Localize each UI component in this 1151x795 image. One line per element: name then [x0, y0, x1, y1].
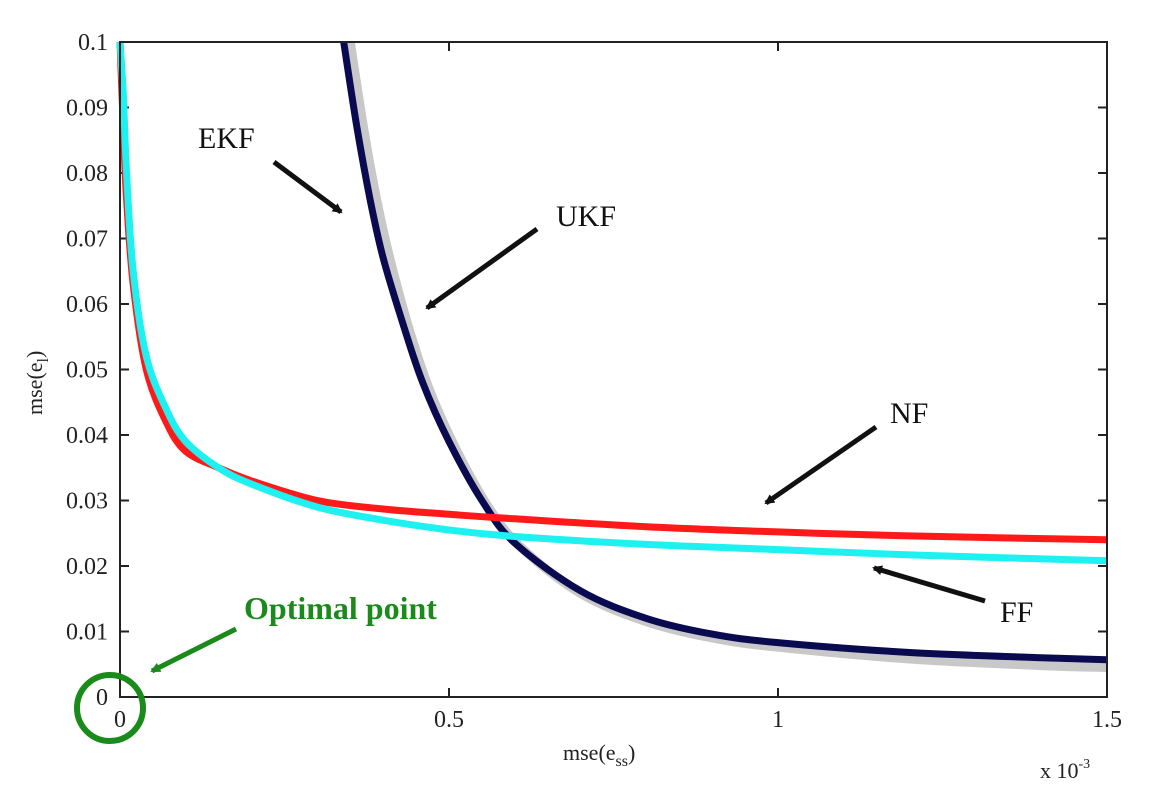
y-axis-label: mse(el) [22, 351, 52, 415]
series-layer [116, 41, 1108, 672]
y-tick-label: 0.07 [66, 227, 108, 253]
plot-frame [119, 41, 1108, 698]
y-tick-label: 0.03 [66, 489, 108, 515]
annotation-ukf-label: UKF [556, 200, 616, 233]
optimal-point-arrow [150, 626, 238, 674]
series-line-nf [116, 41, 1108, 544]
annotation-ekf-label: EKF [198, 122, 255, 155]
annotation-ekf-arrow [272, 159, 343, 215]
optimal-point-circle [74, 672, 146, 744]
annotation-ukf-arrow [425, 226, 539, 311]
y-tick-label: 0.04 [66, 423, 108, 449]
x-multiplier: x 10-3 [1040, 757, 1090, 783]
y-tick-label: 0 [96, 685, 108, 711]
series-line-ukf [345, 41, 1108, 672]
y-tick-label: 0.1 [78, 30, 108, 56]
x-tick-label: 0.5 [434, 707, 464, 733]
annotation-ff-arrow [872, 565, 986, 604]
x-axis-label: mse(ess) [563, 740, 635, 770]
y-tick-label: 0.08 [66, 161, 108, 187]
optimal-point-label: Optimal point [244, 590, 437, 626]
y-tick-label: 0.01 [66, 620, 108, 646]
y-tick-label: 0.09 [66, 96, 108, 122]
y-tick-label: 0.02 [66, 554, 108, 580]
series-line-ekf [340, 41, 1108, 664]
x-tick-label: 1 [772, 707, 784, 733]
annotation-ff-label: FF [1000, 596, 1033, 629]
annotation-nf-label: NF [890, 397, 928, 430]
series-line-ff [116, 41, 1108, 565]
y-tick-label: 0.06 [66, 292, 108, 318]
x-tick-labels: 0 0.5 1 1.5 [114, 707, 1122, 733]
y-tick-label: 0.05 [66, 358, 108, 384]
x-tick-label: 1.5 [1092, 707, 1122, 733]
x-tick-label: 0 [114, 707, 126, 733]
y-tick-labels: 0 0.01 0.02 0.03 0.04 0.05 0.06 0.07 0.08 0.09 0.1 [66, 30, 108, 711]
annotation-nf-arrow [764, 424, 878, 506]
